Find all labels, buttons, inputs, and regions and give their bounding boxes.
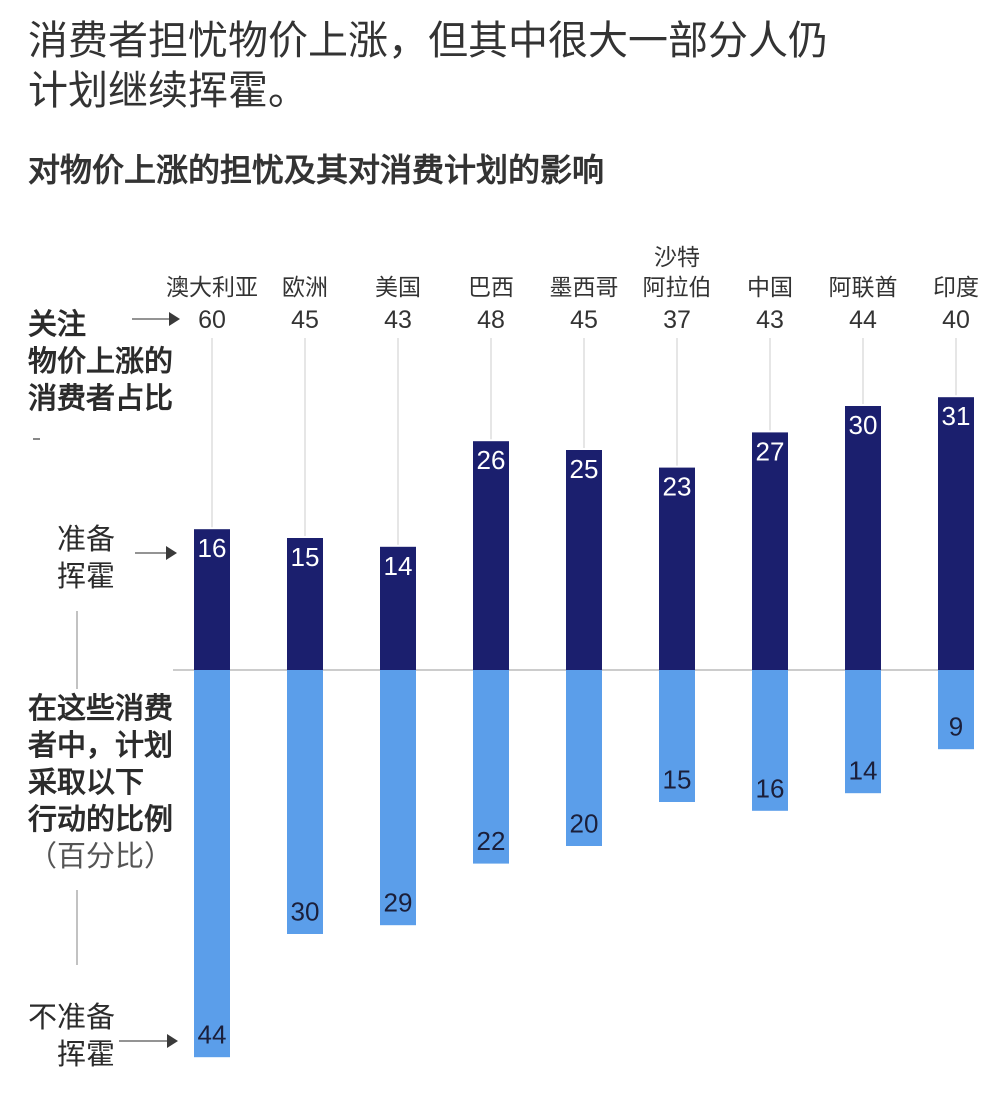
svg-text:45: 45 xyxy=(570,306,598,334)
svg-text:25: 25 xyxy=(570,454,599,484)
svg-text:欧洲: 欧洲 xyxy=(282,274,328,300)
svg-text:37: 37 xyxy=(663,306,691,334)
svg-text:60: 60 xyxy=(198,306,226,334)
svg-text:43: 43 xyxy=(384,306,412,334)
svg-text:14: 14 xyxy=(384,551,413,581)
svg-text:澳大利亚: 澳大利亚 xyxy=(166,274,258,300)
svg-text:45: 45 xyxy=(291,306,319,334)
svg-text:中国: 中国 xyxy=(747,274,793,300)
svg-text:9: 9 xyxy=(949,712,963,742)
svg-text:16: 16 xyxy=(198,533,227,563)
svg-text:阿联酋: 阿联酋 xyxy=(829,274,898,300)
svg-text:29: 29 xyxy=(384,888,413,918)
svg-text:23: 23 xyxy=(663,472,692,502)
svg-text:阿拉伯: 阿拉伯 xyxy=(643,274,712,300)
svg-text:43: 43 xyxy=(756,306,784,334)
svg-text:44: 44 xyxy=(198,1020,227,1050)
svg-text:巴西: 巴西 xyxy=(468,274,514,300)
svg-text:15: 15 xyxy=(663,765,692,795)
svg-text:16: 16 xyxy=(756,773,785,803)
svg-text:31: 31 xyxy=(942,401,971,431)
svg-text:美国: 美国 xyxy=(375,274,421,300)
svg-text:20: 20 xyxy=(570,809,599,839)
svg-text:48: 48 xyxy=(477,306,505,334)
svg-text:15: 15 xyxy=(291,542,320,572)
svg-text:40: 40 xyxy=(942,306,970,334)
svg-text:30: 30 xyxy=(849,410,878,440)
svg-text:22: 22 xyxy=(477,826,506,856)
svg-text:沙特: 沙特 xyxy=(654,244,700,270)
svg-text:27: 27 xyxy=(756,436,785,466)
svg-text:30: 30 xyxy=(291,897,320,927)
svg-text:印度: 印度 xyxy=(933,274,979,300)
svg-text:44: 44 xyxy=(849,306,877,334)
svg-text:14: 14 xyxy=(849,756,878,786)
svg-text:墨西哥: 墨西哥 xyxy=(550,274,619,300)
svg-text:26: 26 xyxy=(477,445,506,475)
